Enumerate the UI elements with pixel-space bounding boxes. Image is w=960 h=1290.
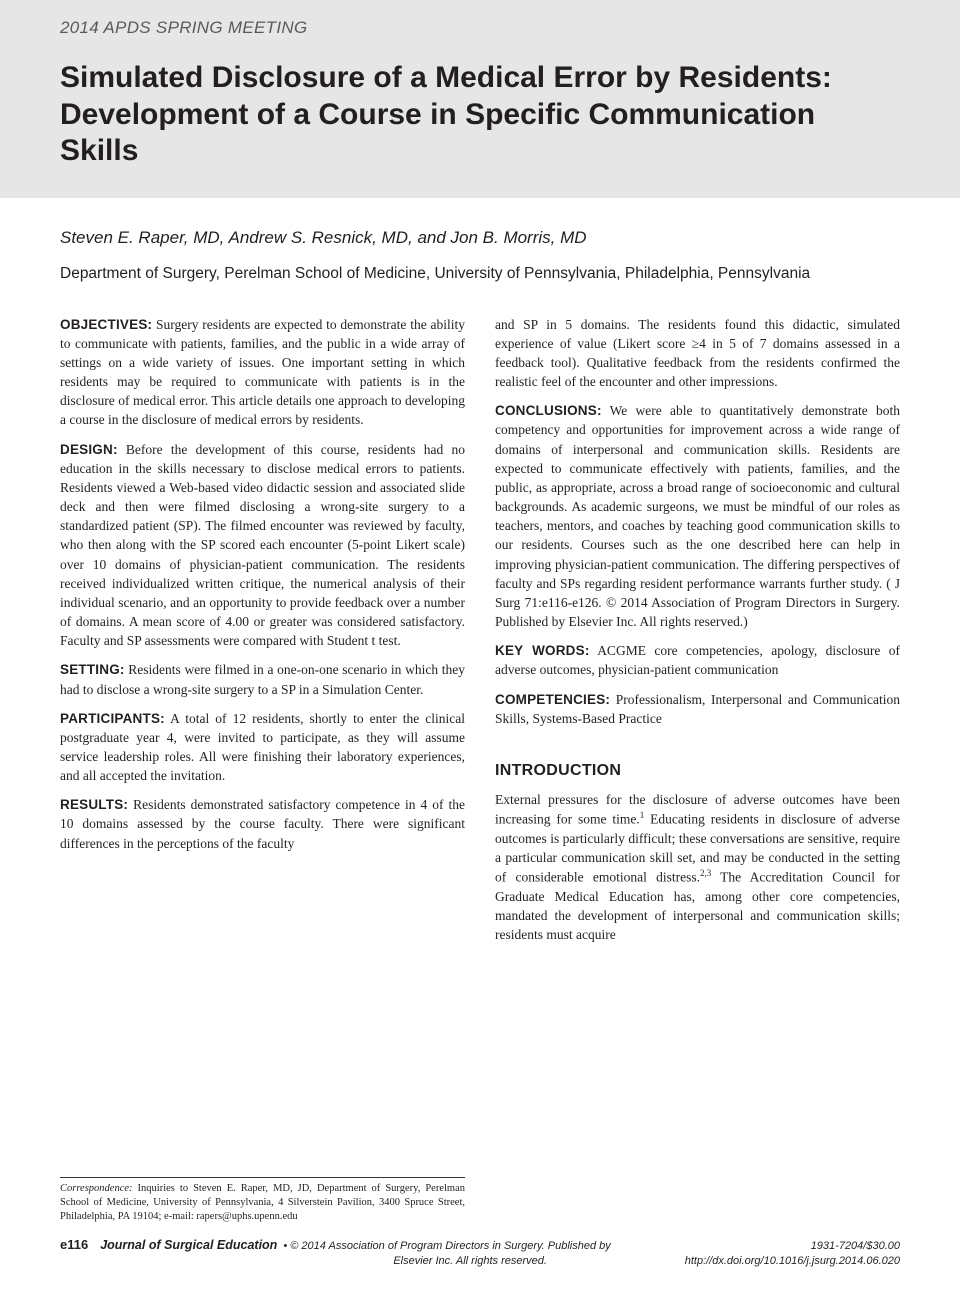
meeting-label: 2014 APDS SPRING MEETING: [60, 18, 900, 38]
footer-zone: Correspondence: Inquiries to Steven E. R…: [0, 1177, 960, 1290]
abstract-objectives: OBJECTIVES: Surgery residents are expect…: [60, 315, 465, 430]
conclusions-text: We were able to quantitatively demonstra…: [495, 403, 900, 629]
affiliation: Department of Surgery, Perelman School o…: [60, 264, 900, 285]
objectives-text: Surgery residents are expected to demons…: [60, 317, 465, 428]
correspondence: Correspondence: Inquiries to Steven E. R…: [60, 1182, 465, 1223]
authors: Steven E. Raper, MD, Andrew S. Resnick, …: [60, 228, 900, 248]
correspondence-rule: [60, 1177, 465, 1178]
abstract-setting: SETTING: Residents were filmed in a one-…: [60, 660, 465, 698]
design-text: Before the development of this course, r…: [60, 442, 465, 649]
abstract-keywords: KEY WORDS: ACGME core competencies, apol…: [495, 641, 900, 679]
abstract-design: DESIGN: Before the development of this c…: [60, 440, 465, 651]
right-column: and SP in 5 domains. The residents found…: [495, 315, 900, 944]
results-label: RESULTS:: [60, 797, 128, 812]
correspondence-label: Correspondence:: [60, 1183, 133, 1194]
introduction-heading: INTRODUCTION: [495, 762, 900, 780]
doi: http://dx.doi.org/10.1016/j.jsurg.2014.0…: [685, 1255, 900, 1267]
intro-ref-23: 2,3: [700, 868, 711, 878]
keywords-label: KEY WORDS:: [495, 643, 590, 658]
competencies-label: COMPETENCIES:: [495, 692, 610, 707]
copyright-line2: Elsevier Inc. All rights reserved.: [283, 1254, 684, 1268]
participants-label: PARTICIPANTS:: [60, 711, 165, 726]
introduction-body: External pressures for the disclosure of…: [495, 790, 900, 944]
abstract-participants: PARTICIPANTS: A total of 12 residents, s…: [60, 709, 465, 786]
issn: 1931-7204/$30.00: [811, 1240, 900, 1252]
copyright-dot: •: [283, 1240, 287, 1252]
copyright-line1: © 2014 Association of Program Directors …: [290, 1240, 611, 1252]
results-continuation: and SP in 5 domains. The residents found…: [495, 315, 900, 392]
abstract-conclusions: CONCLUSIONS: We were able to quantitativ…: [495, 401, 900, 631]
left-column: OBJECTIVES: Surgery residents are expect…: [60, 315, 465, 944]
objectives-label: OBJECTIVES:: [60, 317, 152, 332]
conclusions-label: CONCLUSIONS:: [495, 403, 602, 418]
page-number: e116: [60, 1237, 88, 1252]
footer-line: e116 Journal of Surgical Education • © 2…: [60, 1237, 900, 1268]
two-column-layout: OBJECTIVES: Surgery residents are expect…: [0, 303, 960, 944]
issn-doi: 1931-7204/$30.00 http://dx.doi.org/10.10…: [685, 1239, 900, 1268]
design-label: DESIGN:: [60, 442, 118, 457]
copyright: • © 2014 Association of Program Director…: [283, 1239, 684, 1268]
header-band: 2014 APDS SPRING MEETING Simulated Discl…: [0, 0, 960, 198]
abstract-competencies: COMPETENCIES: Professionalism, Interpers…: [495, 690, 900, 728]
setting-label: SETTING:: [60, 662, 125, 677]
article-title: Simulated Disclosure of a Medical Error …: [60, 60, 900, 170]
meta-block: Steven E. Raper, MD, Andrew S. Resnick, …: [0, 198, 960, 303]
journal-name: Journal of Surgical Education: [100, 1238, 277, 1252]
abstract-results: RESULTS: Residents demonstrated satisfac…: [60, 795, 465, 852]
